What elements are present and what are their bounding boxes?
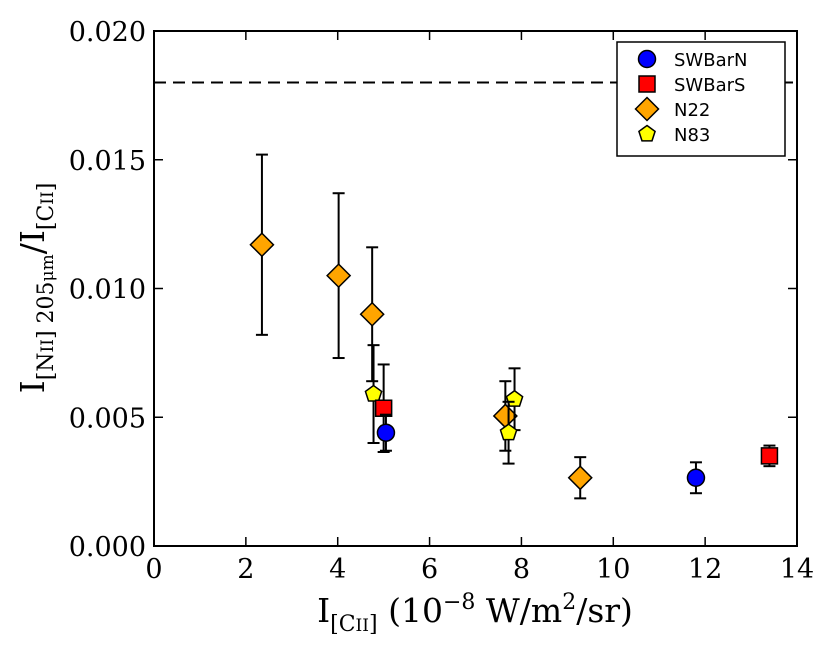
x-tick-label: 10 — [596, 554, 630, 585]
diamond-marker — [249, 232, 275, 258]
legend-marker-n22 — [634, 96, 660, 122]
y-tick-label: 0.020 — [69, 17, 146, 48]
pentagon-marker — [364, 384, 383, 402]
pentagon-marker — [499, 423, 518, 441]
data-point-n22 — [359, 246, 385, 383]
diamond-marker — [359, 301, 385, 327]
x-tick-label: 6 — [421, 554, 438, 585]
x-tick-label: 2 — [237, 554, 254, 585]
data-point-n83 — [499, 400, 518, 465]
legend-marker-swbars — [638, 75, 656, 93]
tick-labels: 0 2 4 6 8 10 12 14 0.000 0.005 0.010 0.015 0.020 — [69, 17, 814, 585]
x-tick-label: 12 — [688, 554, 722, 585]
circle-marker — [686, 468, 706, 488]
x-tick-label: 0 — [145, 554, 162, 585]
data-point-n22 — [326, 192, 352, 360]
data-point-swbars — [760, 444, 779, 468]
circle-marker — [376, 423, 396, 442]
diamond-marker — [326, 263, 352, 289]
diamond-marker — [492, 403, 518, 429]
legend-marker-swbarn — [637, 49, 657, 69]
x-tick-label: 8 — [513, 554, 530, 585]
data-point-swbarn — [686, 461, 706, 495]
diamond-marker — [567, 465, 593, 491]
plot-frame — [153, 30, 798, 547]
legend-label-n22: N22 — [674, 100, 710, 121]
data-point-n22 — [567, 456, 593, 500]
legend-label-n83: N83 — [674, 125, 710, 146]
x-tick-label: 14 — [780, 554, 814, 585]
square-marker — [760, 447, 779, 465]
data-point-swbarn — [376, 413, 396, 452]
data-points — [249, 153, 779, 500]
x-tick-label: 4 — [329, 554, 346, 585]
legend: SWBarN SWBarS N22 N83 — [616, 41, 786, 157]
legend-label-swbarn: SWBarN — [674, 50, 747, 71]
data-point-n22 — [249, 153, 275, 336]
y-tick-label: 0.005 — [69, 403, 146, 434]
y-tick-label: 0.000 — [69, 532, 146, 563]
square-marker — [374, 399, 393, 417]
y-axis-label: I[NII] 205μm/I[CII] — [13, 183, 59, 394]
y-tick-label: 0.015 — [69, 146, 146, 177]
x-axis-label: I[CII] (10−8 W/m2/sr) — [317, 590, 633, 637]
data-point-n83 — [364, 344, 383, 444]
legend-marker-n83 — [638, 124, 656, 142]
legend-label-swbars: SWBarS — [674, 75, 745, 96]
y-tick-label: 0.010 — [69, 275, 146, 306]
